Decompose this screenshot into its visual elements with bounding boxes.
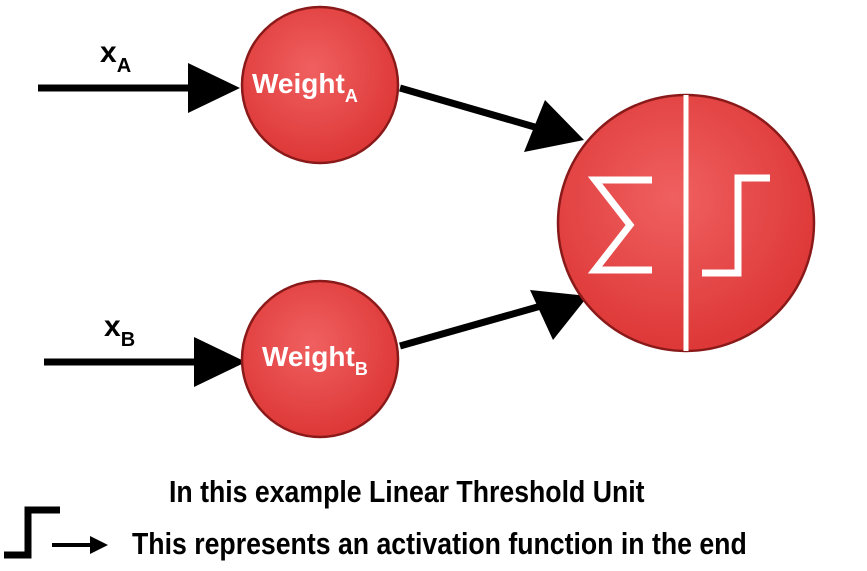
input-b-label: xB [104, 310, 135, 351]
weight-b-subscript: B [355, 359, 368, 379]
svg-text:WeightB: WeightB [262, 341, 368, 379]
weight-a-to-unit-arrow [399, 84, 584, 152]
step-function-icon [702, 174, 770, 277]
caption-title: In this example Linear Threshold Unit [169, 474, 645, 509]
input-b-arrow [44, 337, 246, 387]
legend-arrow [52, 536, 108, 554]
sigma-icon [587, 176, 652, 274]
legend-step-icon [4, 506, 60, 559]
weight-b-label: Weight [262, 341, 355, 372]
weight-b-node: WeightB [240, 279, 400, 439]
input-a-arrow [38, 63, 240, 113]
threshold-unit-node [556, 93, 816, 353]
weight-a-node: WeightA [240, 5, 400, 165]
caption-activation-note: This represents an activation function i… [132, 526, 747, 561]
input-a-label: xA [100, 36, 131, 77]
weight-a-subscript: A [345, 86, 358, 106]
svg-text:WeightA: WeightA [252, 68, 358, 106]
weight-b-to-unit-arrow [399, 290, 588, 350]
weight-a-label: Weight [252, 68, 345, 99]
